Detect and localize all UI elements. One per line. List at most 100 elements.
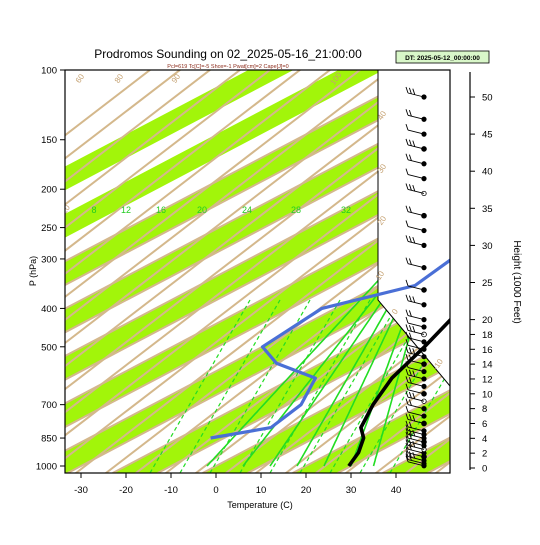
wind-barb-flag — [405, 453, 409, 460]
isotherm-line — [65, 152, 450, 358]
wind-barb-flag — [405, 279, 409, 287]
wind-barb-flag — [408, 377, 412, 384]
wind-barb-flag — [405, 309, 409, 316]
wind-barb-staff — [407, 433, 425, 439]
wind-barb-flag — [405, 450, 409, 457]
x-tick-label: 30 — [346, 485, 357, 496]
wind-barb-flag — [408, 399, 412, 406]
isotherm-line — [112, 294, 450, 473]
height-tick-label: 25 — [482, 278, 493, 289]
y-tick-label: 100 — [41, 66, 57, 77]
wind-barb-staff — [407, 129, 425, 135]
wind-barb-flag — [405, 405, 409, 413]
isotherm-line — [65, 175, 450, 381]
wind-barb-staff — [407, 445, 425, 450]
wind-barb-flag — [412, 140, 416, 147]
mixing-ratio-line — [299, 299, 401, 473]
height-tick-label: 45 — [482, 130, 493, 141]
dry-adiabat-line — [470, 50, 540, 493]
mixing-ratio-label: 20 — [197, 205, 207, 215]
dt-badge-box — [395, 50, 490, 64]
dry-adiabat-line — [65, 70, 422, 345]
wind-barb-flag — [408, 139, 412, 146]
wind-barb-flag — [405, 168, 409, 175]
isotherm-line — [247, 365, 450, 473]
wind-barb-staff — [407, 411, 425, 417]
mixing-ratio-line — [179, 299, 281, 473]
wind-barb-staff — [407, 352, 425, 358]
plot-cutoff-edge — [377, 70, 450, 387]
wind-barb-flag — [405, 391, 409, 398]
wind-barb-flag — [408, 369, 412, 376]
x-tick-label: -10 — [164, 485, 178, 496]
dry-adiabat-line — [440, 50, 540, 493]
wind-barb-flag — [405, 257, 409, 264]
y-tick-label: 400 — [41, 304, 57, 315]
wind-barb-flag — [408, 325, 412, 332]
y-tick-label: 300 — [41, 254, 57, 265]
y2-axis-label: Height (1000 Feet) — [511, 240, 522, 323]
wind-barb-staff — [407, 367, 425, 372]
wind-barb-flag — [408, 440, 412, 447]
wind-barb-flag — [405, 376, 409, 383]
wind-barb-staff — [407, 404, 425, 410]
wind-barb-staff — [407, 459, 425, 464]
wind-barb-staff — [407, 426, 425, 432]
temperature-band — [65, 70, 450, 285]
wind-barb-staff — [407, 461, 425, 467]
x-tick-label: 20 — [301, 485, 312, 496]
wind-barb-staff — [407, 359, 425, 365]
wind-barb-staff — [407, 437, 425, 443]
mixing-ratio-label: 12 — [121, 205, 131, 215]
wind-barb-staff — [407, 174, 425, 180]
wind-barb-flag — [408, 206, 412, 213]
wind-barb-staff — [407, 344, 425, 350]
wind-barb-staff — [407, 337, 425, 343]
wind-barb-flag — [405, 413, 409, 420]
wind-barb-flag — [405, 346, 409, 353]
isotherm-line — [65, 81, 450, 287]
wind-barb-flag — [405, 431, 409, 439]
dry-adiabat-line — [65, 70, 302, 252]
y-axis-label: P (hPa) — [28, 256, 38, 286]
height-tick-label: 40 — [482, 167, 493, 178]
mixing-ratio-line — [209, 299, 311, 473]
wind-barb-staff — [407, 456, 425, 462]
wind-barb-flag — [405, 316, 409, 324]
mixing-ratio-label: 8 — [91, 205, 96, 215]
wind-barb-flag — [412, 88, 416, 95]
dry-adiabat-line — [284, 345, 450, 473]
dry-adiabat-line — [254, 322, 450, 473]
wind-barb-flag — [405, 153, 409, 160]
isotherm-line — [65, 199, 450, 405]
wind-barb-staff — [407, 300, 425, 306]
height-tick-label: 8 — [482, 404, 487, 415]
wind-barb-flag — [408, 184, 412, 191]
dry-adiabat-line — [374, 414, 450, 473]
wind-barb-flag — [412, 185, 416, 192]
wind-barb-staff — [407, 263, 425, 269]
dry-adiabat-line — [224, 299, 450, 473]
wind-barb-flag — [408, 429, 412, 436]
y-tick-label: 500 — [41, 342, 57, 353]
dt-badge-label: DT: 2025-05-12_00:00:00 — [405, 55, 480, 62]
mixing-ratio-label: 16 — [156, 205, 166, 215]
height-tick-label: 6 — [482, 419, 487, 430]
wind-barb-flag — [405, 424, 409, 431]
dewpoint-profile-line — [210, 258, 450, 440]
wind-barb-flag — [412, 452, 416, 459]
dry-adiabat-line — [104, 207, 450, 473]
wind-barb-staff — [407, 189, 425, 194]
wind-barb-flag — [405, 398, 409, 405]
chart-subtitle: Pcl=619 Tc[C]=-5 Shox=-1 Pwat[cm]=2 Cape… — [167, 64, 288, 70]
dry-adiabat-line — [194, 276, 450, 473]
wind-barb-staff — [407, 240, 425, 246]
isotherm-line — [202, 341, 450, 473]
height-tick-label: 16 — [482, 345, 493, 356]
dry-adiabat-line — [65, 137, 450, 437]
wind-barb-flag — [412, 441, 416, 448]
dry-adiabat-label: -20 — [58, 203, 72, 218]
temperature-band — [65, 153, 450, 380]
wind-barb-staff — [407, 448, 425, 454]
